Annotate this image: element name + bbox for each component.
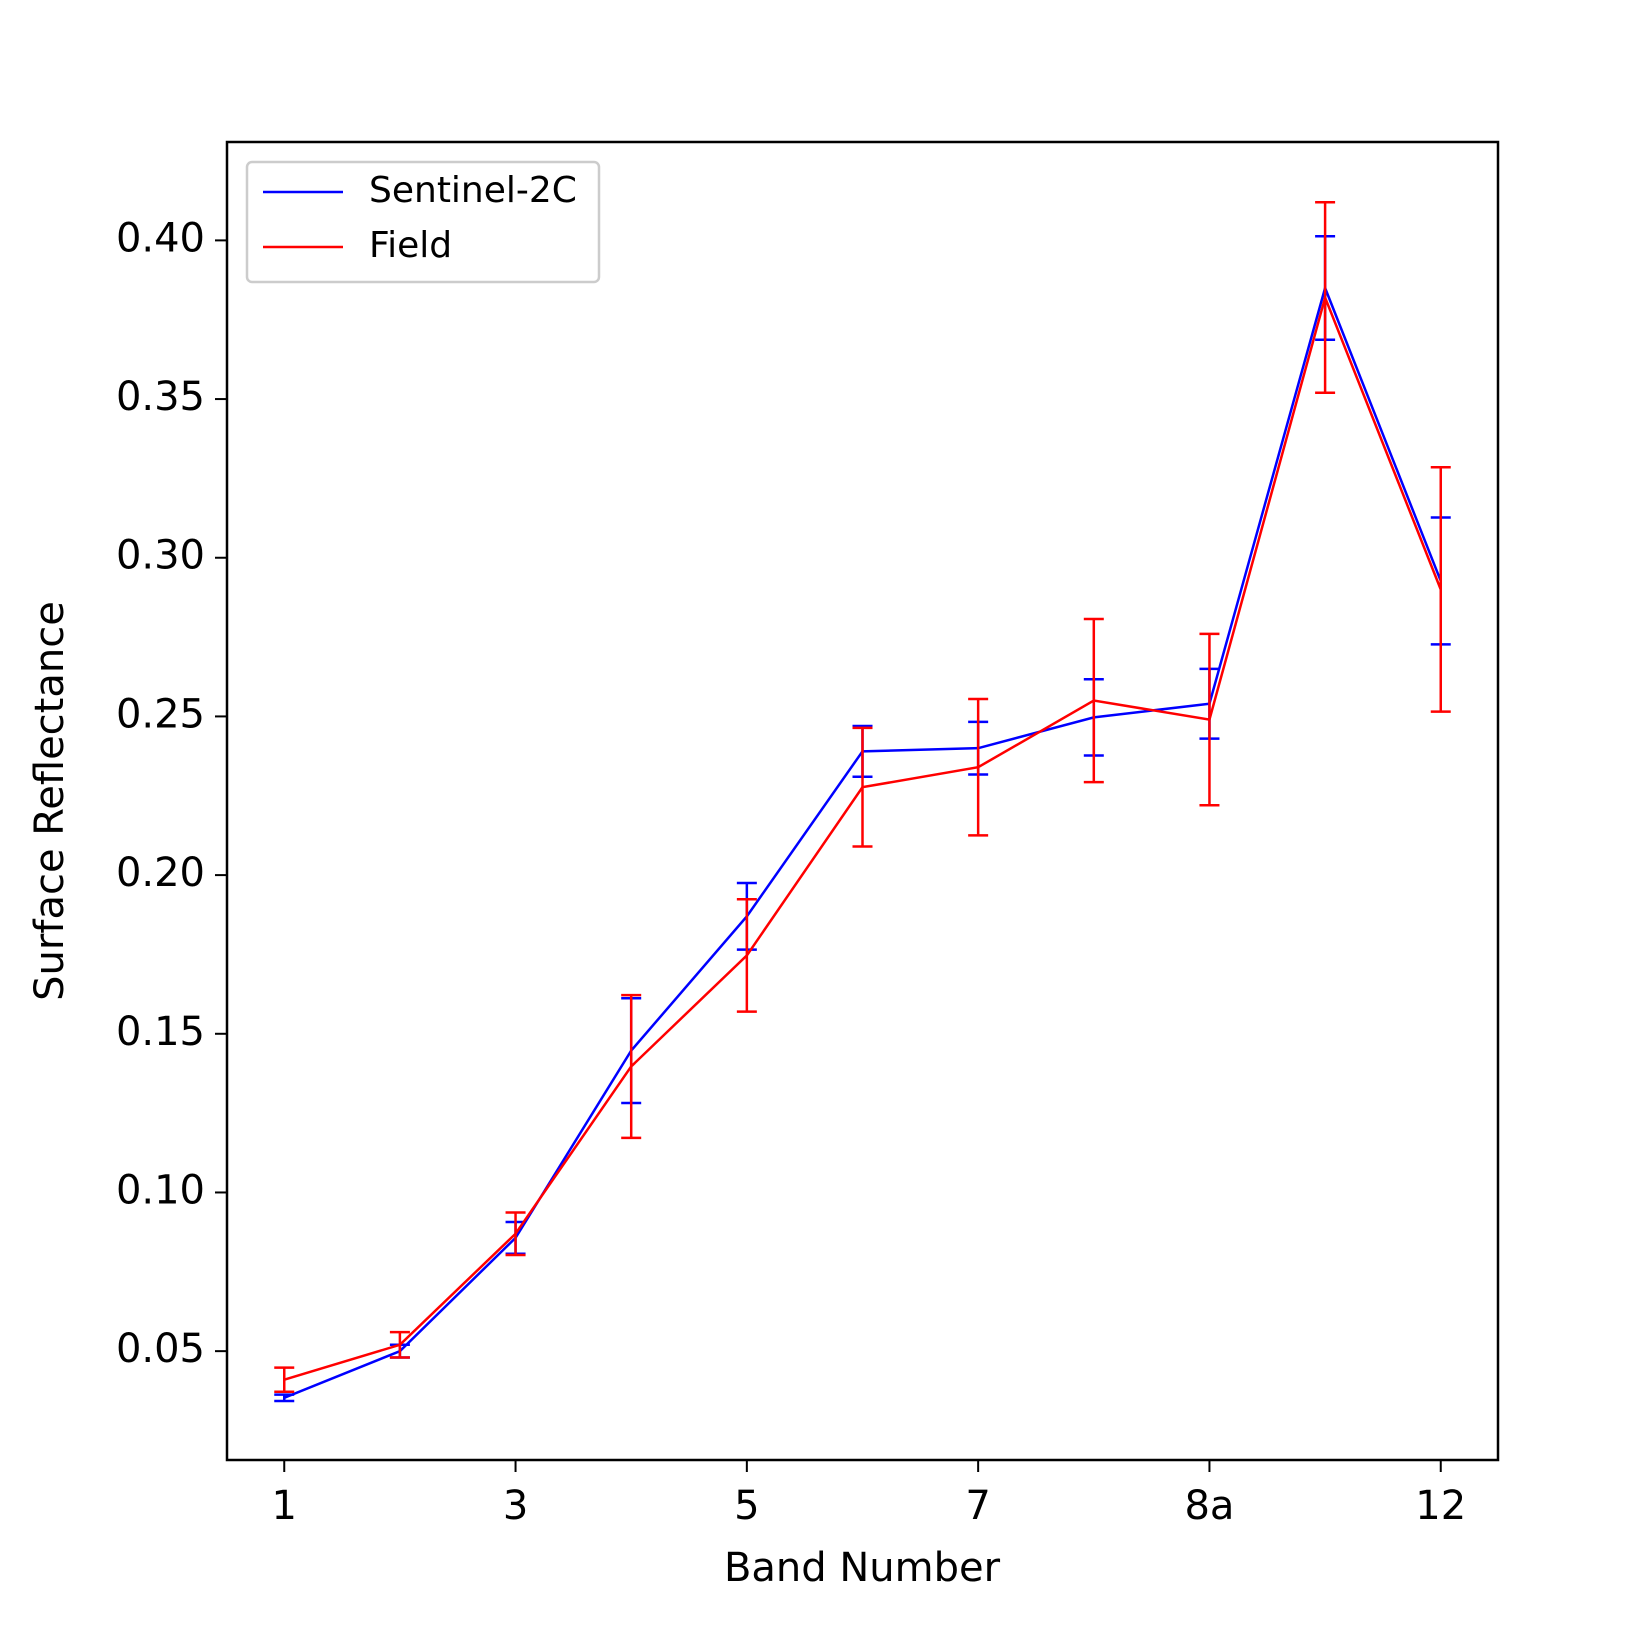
y-axis-label: Surface Reflectance (27, 601, 73, 1001)
x-tick-label: 7 (965, 1483, 990, 1529)
y-tick-label: 0.10 (116, 1167, 205, 1213)
plot-frame (225, 140, 1500, 1462)
y-tick-label: 0.40 (116, 215, 205, 261)
y-tick-label: 0.05 (116, 1326, 205, 1372)
x-tick-label: 8a (1184, 1483, 1234, 1529)
legend-label: Sentinel-2C (369, 170, 577, 211)
x-tick-label: 1 (272, 1483, 297, 1529)
y-tick-label: 0.20 (116, 850, 205, 896)
legend-label: Field (369, 225, 452, 266)
y-tick-label: 0.35 (116, 374, 205, 420)
y-tick-label: 0.15 (116, 1009, 205, 1055)
y-tick-label: 0.30 (116, 533, 205, 579)
x-tick-label: 12 (1415, 1483, 1466, 1529)
y-tick-label: 0.25 (116, 691, 205, 737)
series-line (283, 293, 1442, 1381)
x-tick-label: 5 (734, 1483, 759, 1529)
x-tick-label: 3 (503, 1483, 528, 1529)
x-axis-label: Band Number (724, 1545, 1001, 1591)
